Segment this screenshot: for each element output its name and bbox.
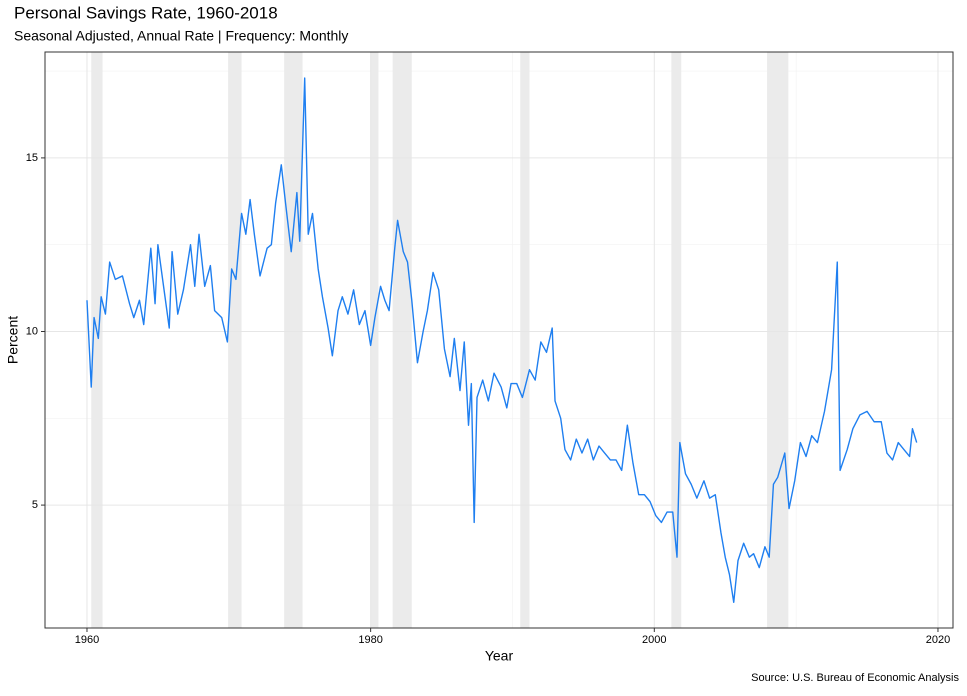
- recession-band: [671, 52, 682, 628]
- recession-band: [228, 52, 242, 628]
- x-tick-label: 2020: [926, 634, 950, 646]
- recession-band: [91, 52, 103, 628]
- chart-title: Personal Savings Rate, 1960-2018: [14, 3, 278, 22]
- recession-band: [392, 52, 412, 628]
- x-tick-label: 1980: [358, 634, 382, 646]
- recession-band: [520, 52, 530, 628]
- recession-band: [370, 52, 379, 628]
- caption: Source: U.S. Bureau of Economic Analysis: [751, 672, 959, 684]
- x-tick-label: 2000: [642, 634, 666, 646]
- chart-subtitle: Seasonal Adjusted, Annual Rate | Frequen…: [14, 28, 348, 44]
- y-tick-label: 10: [26, 325, 38, 337]
- y-tick-label: 5: [32, 499, 38, 511]
- x-axis-label: Year: [485, 648, 514, 664]
- x-tick-label: 1960: [75, 634, 99, 646]
- panel-border: [44, 51, 954, 629]
- recession-band: [767, 52, 789, 628]
- recession-band: [284, 52, 303, 628]
- data-line: [86, 77, 918, 604]
- y-tick-label: 15: [26, 152, 38, 164]
- y-axis-label: Percent: [5, 316, 21, 364]
